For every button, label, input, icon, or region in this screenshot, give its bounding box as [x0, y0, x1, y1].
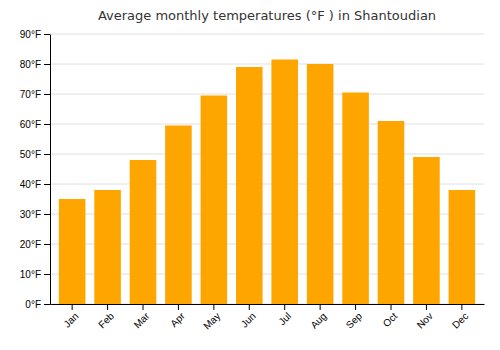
grid-line	[50, 64, 484, 65]
tick-label: 50°F	[20, 149, 41, 160]
tick-mark	[249, 304, 250, 310]
y-tick: 90°F	[20, 29, 50, 40]
bar	[94, 190, 121, 304]
tick-label: 40°F	[20, 179, 41, 190]
x-tick: Apr	[168, 304, 187, 329]
tick-mark	[44, 154, 50, 155]
x-tick: Sep	[344, 304, 365, 331]
tick-label: Oct	[381, 310, 400, 329]
bar	[342, 93, 369, 305]
chart-container: 0°F 10°F 20°F 30°F 40°F 50°F 60°F 70°F 80°F 90°F J…	[0, 0, 500, 350]
tick-mark	[107, 304, 108, 310]
chart-svg: 0°F 10°F 20°F 30°F 40°F 50°F 60°F 70°F 80°F 90°F J…	[0, 0, 500, 350]
tick-mark	[72, 304, 73, 310]
bar	[201, 96, 228, 305]
tick-label: 90°F	[20, 29, 41, 40]
tick-label: Apr	[168, 310, 187, 329]
bar	[165, 126, 192, 305]
tick-mark	[44, 94, 50, 95]
tick-label: 30°F	[20, 209, 41, 220]
bar	[130, 160, 157, 304]
tick-mark	[44, 34, 50, 35]
tick-mark	[44, 124, 50, 125]
x-tick: Dec	[450, 304, 470, 331]
tick-label: May	[201, 310, 222, 331]
tick-mark	[213, 304, 214, 310]
tick-label: 60°F	[20, 119, 41, 130]
tick-label: 70°F	[20, 89, 41, 100]
tick-mark	[44, 64, 50, 65]
axis-line	[51, 304, 485, 305]
tick-label: 80°F	[20, 59, 41, 70]
y-axis: 0°F 10°F 20°F 30°F 40°F 50°F 60°F 70°F 80°F 90°F	[20, 29, 51, 310]
tick-mark	[44, 274, 50, 275]
x-tick: Aug	[308, 304, 328, 331]
tick-mark	[284, 304, 285, 310]
bar	[59, 199, 86, 304]
tick-label: Feb	[96, 310, 116, 330]
tick-mark	[426, 304, 427, 310]
tick-label: 20°F	[20, 239, 41, 250]
tick-label: Sep	[344, 310, 365, 331]
tick-label: Aug	[308, 310, 328, 330]
x-tick: Jan	[61, 304, 80, 330]
x-tick: Jul	[276, 304, 293, 327]
grid-line	[50, 124, 484, 125]
tick-label: 0°F	[25, 299, 41, 310]
tick-label: Dec	[450, 310, 470, 330]
tick-mark	[461, 304, 462, 310]
y-tick: 20°F	[20, 239, 50, 250]
tick-mark	[44, 214, 50, 215]
grid-line	[50, 34, 484, 35]
tick-label: Mar	[132, 310, 152, 330]
y-tick: 60°F	[20, 119, 50, 130]
tick-mark	[391, 304, 392, 310]
y-tick: 10°F	[20, 269, 50, 280]
x-tick: Oct	[381, 304, 400, 329]
tick-mark	[44, 244, 50, 245]
bar	[236, 67, 263, 304]
x-tick: Jun	[239, 304, 258, 330]
tick-mark	[320, 304, 321, 310]
grid-line	[50, 154, 484, 155]
x-tick: Feb	[96, 304, 116, 330]
tick-label: Jun	[239, 310, 258, 329]
x-axis: Jan Feb Mar Apr May Jun Jul Aug Sep Oct Nov Dec	[51, 304, 485, 332]
y-tick: 40°F	[20, 179, 50, 190]
bar	[449, 190, 476, 304]
tick-mark	[143, 304, 144, 310]
tick-label: Nov	[415, 310, 435, 330]
y-tick: 30°F	[20, 209, 50, 220]
y-tick: 70°F	[20, 89, 50, 100]
x-tick: Nov	[415, 304, 435, 331]
tick-mark	[44, 184, 50, 185]
bar	[271, 60, 298, 305]
grid-line	[50, 94, 484, 95]
plot-area	[59, 60, 475, 305]
tick-mark	[355, 304, 356, 310]
axis-line	[50, 35, 51, 305]
y-tick: 0°F	[25, 299, 50, 310]
x-tick: May	[201, 304, 222, 332]
bar	[378, 121, 405, 304]
tick-label: 10°F	[20, 269, 41, 280]
bar	[307, 64, 334, 304]
y-tick: 80°F	[20, 59, 50, 70]
tick-label: Jul	[276, 310, 293, 327]
tick-label: Jan	[61, 310, 80, 329]
title: Average monthly temperatures (°F ) in Sh…	[98, 8, 436, 23]
tick-mark	[44, 304, 50, 305]
x-tick: Mar	[132, 304, 152, 330]
grid	[50, 34, 484, 304]
tick-mark	[178, 304, 179, 310]
y-tick: 50°F	[20, 149, 50, 160]
bar	[413, 157, 440, 304]
